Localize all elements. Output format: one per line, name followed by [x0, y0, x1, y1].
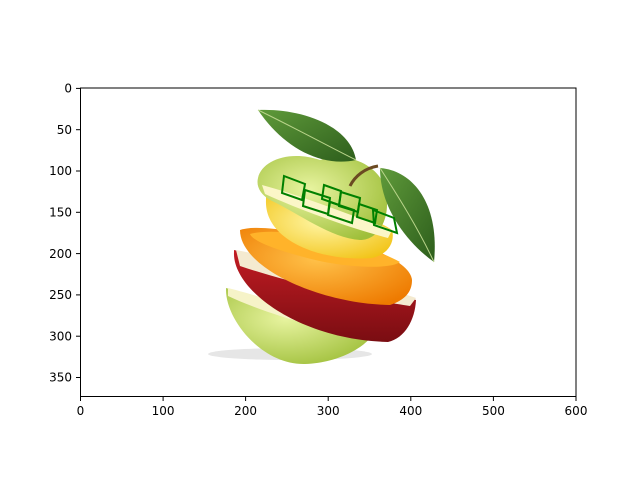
x-tick-label: 500	[482, 404, 505, 418]
x-tick-label: 600	[565, 404, 588, 418]
y-tick-labels: 0 50 100 150 200 250 300 350	[49, 82, 72, 385]
y-tick-label: 200	[49, 247, 72, 261]
annotation-box	[355, 202, 379, 225]
x-axis	[80, 396, 577, 401]
annotation-box	[371, 208, 399, 235]
annotation-box	[280, 174, 307, 202]
x-tick-label: 200	[234, 404, 257, 418]
x-tick-label: 100	[152, 404, 175, 418]
y-axis	[76, 87, 81, 378]
x-tick-label: 300	[317, 404, 340, 418]
y-tick-label: 150	[49, 206, 72, 220]
x-tick-label: 400	[399, 404, 422, 418]
y-tick-label: 250	[49, 288, 72, 302]
annotation-boxes	[280, 174, 399, 235]
annotation-box	[326, 200, 356, 225]
y-tick-label: 350	[49, 371, 72, 385]
y-tick-label: 50	[57, 123, 72, 137]
x-tick-label: 0	[77, 404, 85, 418]
fruit-photo	[208, 109, 435, 365]
y-tick-label: 100	[49, 164, 72, 178]
x-tick-labels: 0 100 200 300 400 500 600	[77, 404, 588, 418]
y-tick-label: 300	[49, 329, 72, 343]
y-tick-label: 0	[64, 82, 72, 96]
